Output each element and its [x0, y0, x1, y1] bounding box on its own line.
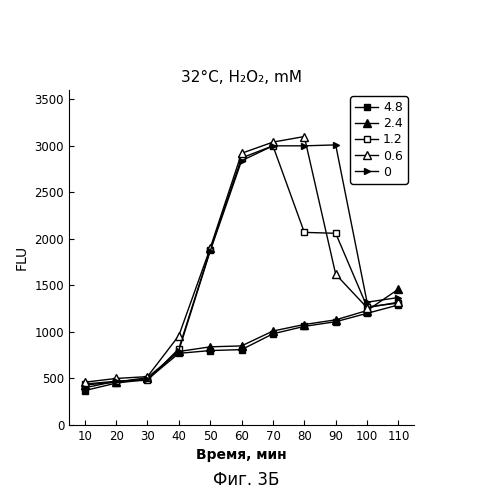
1.2	[113, 378, 119, 384]
0	[395, 294, 401, 300]
4.8	[364, 310, 370, 316]
1.2	[207, 247, 213, 253]
0.6	[207, 245, 213, 251]
4.8	[395, 302, 401, 308]
Line: 2.4: 2.4	[80, 285, 403, 389]
0	[82, 385, 88, 391]
Title: 32°C, H₂O₂, mM: 32°C, H₂O₂, mM	[181, 70, 302, 84]
Line: 0.6: 0.6	[80, 132, 403, 386]
4.8	[207, 348, 213, 354]
4.8	[301, 324, 307, 330]
0.6	[113, 376, 119, 382]
4.8	[113, 380, 119, 386]
1.2	[364, 304, 370, 310]
4.8	[176, 350, 182, 356]
Line: 0: 0	[81, 142, 402, 391]
Text: Фиг. 3Б: Фиг. 3Б	[213, 471, 280, 489]
2.4	[395, 286, 401, 292]
1.2	[333, 230, 339, 236]
2.4	[176, 348, 182, 354]
1.2	[82, 381, 88, 387]
0	[207, 248, 213, 254]
1.2	[301, 230, 307, 235]
4.8	[82, 388, 88, 394]
0	[364, 299, 370, 305]
2.4	[333, 317, 339, 323]
0	[144, 376, 150, 382]
0	[239, 158, 245, 164]
0.6	[364, 304, 370, 310]
2.4	[270, 328, 276, 334]
1.2	[270, 143, 276, 149]
X-axis label: Время, мин: Время, мин	[196, 448, 287, 462]
1.2	[176, 346, 182, 352]
Line: 1.2: 1.2	[81, 142, 402, 388]
0.6	[270, 139, 276, 145]
2.4	[364, 308, 370, 314]
0.6	[82, 379, 88, 385]
0	[270, 143, 276, 149]
2.4	[207, 344, 213, 350]
2.4	[301, 322, 307, 328]
0.6	[301, 134, 307, 140]
0.6	[239, 150, 245, 156]
0.6	[144, 374, 150, 380]
2.4	[239, 343, 245, 349]
2.4	[113, 379, 119, 385]
Y-axis label: FLU: FLU	[15, 245, 29, 270]
4.8	[239, 346, 245, 352]
4.8	[270, 331, 276, 337]
0.6	[333, 271, 339, 277]
2.4	[144, 374, 150, 380]
4.8	[144, 376, 150, 382]
0	[113, 378, 119, 384]
Legend: 4.8, 2.4, 1.2, 0.6, 0: 4.8, 2.4, 1.2, 0.6, 0	[351, 96, 408, 184]
Line: 4.8: 4.8	[81, 302, 402, 394]
2.4	[82, 382, 88, 388]
4.8	[333, 318, 339, 324]
1.2	[144, 378, 150, 384]
0.6	[395, 299, 401, 305]
1.2	[239, 155, 245, 161]
0	[333, 142, 339, 148]
0	[301, 143, 307, 149]
0.6	[176, 332, 182, 338]
1.2	[395, 300, 401, 306]
0	[176, 348, 182, 354]
